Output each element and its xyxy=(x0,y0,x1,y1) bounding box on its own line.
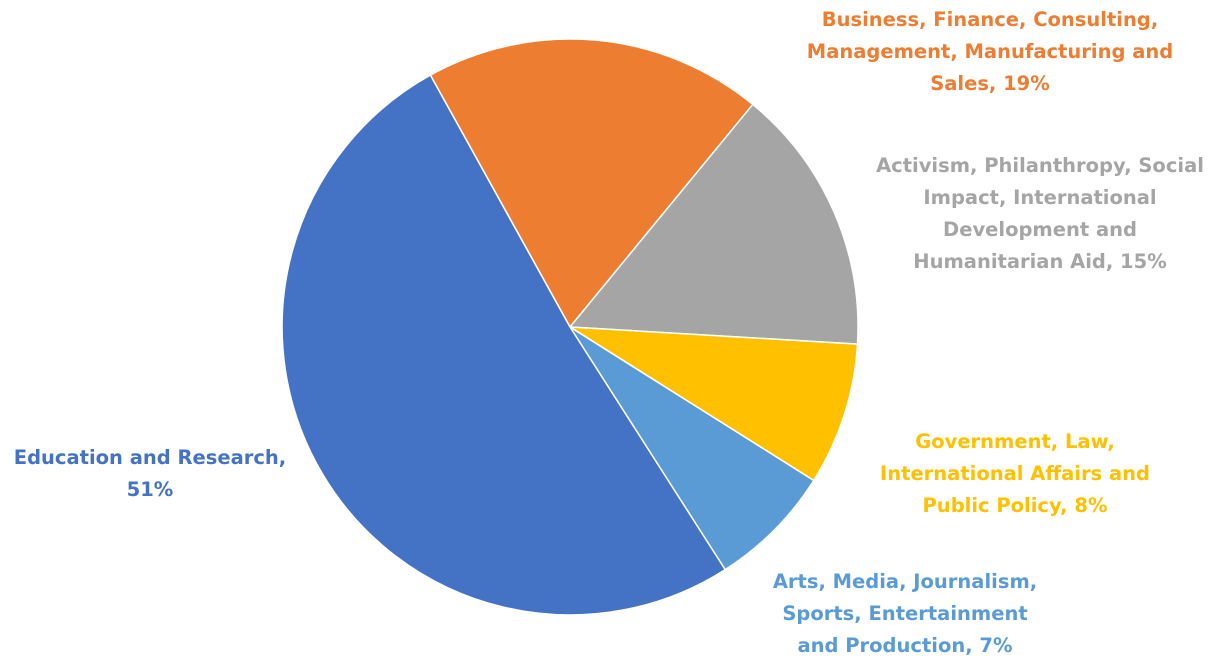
slice-label-line: Management, Manufacturing and xyxy=(806,40,1174,63)
slice-label-line: 51% xyxy=(126,478,174,501)
pie-slice-education xyxy=(281,74,727,616)
slice-label-business: Business, Finance, Consulting, Management… xyxy=(800,4,1180,100)
slice-label-line: Government, Law, xyxy=(915,430,1115,453)
slice-label-line: Activism, Philanthropy, Social xyxy=(876,154,1204,177)
pie-slice-activism xyxy=(568,103,859,345)
slice-label-line: Education and Research, xyxy=(13,446,287,469)
slice-label-line: Business, Finance, Consulting, xyxy=(821,8,1159,31)
slice-label-line: International Affairs and xyxy=(879,462,1150,485)
pie-slice-arts xyxy=(569,326,815,571)
pie-slice-government xyxy=(569,326,859,482)
slice-label-line: Sports, Entertainment xyxy=(782,602,1028,625)
slice-label-line: Development and xyxy=(943,218,1137,241)
pie-slice-business xyxy=(429,38,754,329)
slice-label-line: and Production, 7% xyxy=(797,634,1013,657)
slice-label-government: Government, Law, International Affairs an… xyxy=(850,426,1180,522)
slice-label-arts: Arts, Media, Journalism, Sports, Entertai… xyxy=(750,566,1060,662)
slice-label-line: Humanitarian Aid, 15% xyxy=(913,250,1167,273)
slice-label-line: Arts, Media, Journalism, xyxy=(772,570,1038,593)
slice-label-education: Education and Research, 51% xyxy=(0,442,300,506)
slice-label-activism: Activism, Philanthropy, Social Impact, In… xyxy=(860,150,1216,278)
slice-label-line: Sales, 19% xyxy=(930,72,1050,95)
slice-label-line: Public Policy, 8% xyxy=(922,494,1108,517)
slice-label-line: Impact, International xyxy=(923,186,1157,209)
